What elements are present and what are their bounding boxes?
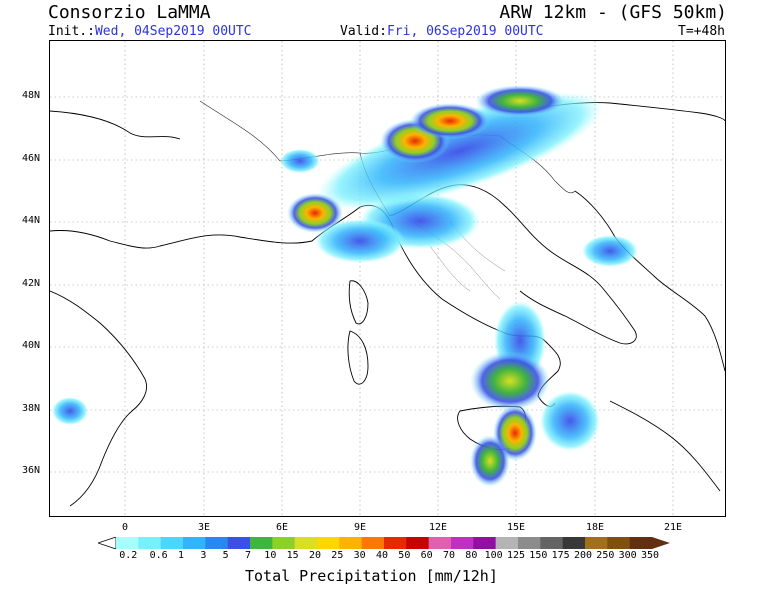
- colorbar-label: 125: [506, 550, 526, 561]
- colorbar-label: 60: [420, 550, 433, 561]
- colorbar-swatch: [607, 537, 630, 549]
- colorbar-label: 5: [222, 550, 229, 561]
- colorbar-label: 100: [484, 550, 503, 561]
- lat-label-44n: 44N: [22, 215, 41, 226]
- lon-label-15e: 15E: [506, 522, 526, 533]
- colorbar-label: 40: [375, 550, 389, 561]
- colorbar-label: 3: [200, 550, 207, 561]
- valid-value: Fri, 06Sep2019 00UTC: [386, 24, 544, 39]
- precipitation-map: [49, 40, 726, 517]
- colorbar-label: 50: [398, 550, 411, 561]
- colorbar-label: 10: [264, 550, 277, 561]
- lon-label-6e: 6E: [275, 522, 289, 533]
- precipitation-field: [52, 85, 638, 487]
- valid-label: Valid:: [340, 24, 387, 39]
- colorbar-low-arrow: [98, 537, 117, 549]
- colorbar-label: 25: [331, 550, 344, 561]
- colorbar-swatch: [205, 537, 228, 549]
- colorbar-swatch: [384, 537, 407, 549]
- lat-label-48n: 48N: [22, 90, 41, 101]
- init-value: Wed, 04Sep2019 00UTC: [94, 24, 252, 39]
- colorbar-title: Total Precipitation [mm/12h]: [245, 567, 498, 585]
- lat-label-40n: 40N: [22, 340, 41, 351]
- lon-label-0: 0: [121, 522, 129, 533]
- colorbar-swatch: [250, 537, 273, 549]
- colorbar-swatch: [585, 537, 608, 549]
- colorbar-label: 200: [573, 550, 593, 561]
- model-title: ARW 12km - (GFS 50km): [499, 2, 727, 23]
- colorbar-label: 175: [551, 550, 570, 561]
- colorbar-label: 80: [465, 550, 478, 561]
- colorbar-swatch: [294, 537, 318, 549]
- colorbar-swatch: [406, 537, 429, 549]
- lon-label-3e: 3E: [197, 522, 211, 533]
- graticule: [50, 41, 725, 516]
- colorbar-swatch: [428, 537, 452, 549]
- lon-label-21e: 21E: [663, 522, 683, 533]
- colorbar-swatch: [473, 537, 496, 549]
- lat-label-36n: 36N: [22, 465, 41, 476]
- valid-time: Valid:Fri, 06Sep2019 00UTC: [340, 24, 544, 39]
- colorbar-swatch: [562, 537, 586, 549]
- colorbar-label: 15: [286, 550, 299, 561]
- colorbar-swatch: [227, 537, 251, 549]
- colorbar-label: 150: [529, 550, 548, 561]
- colorbar-swatch: [518, 537, 541, 549]
- colorbar-swatch: [317, 537, 340, 549]
- lat-label-46n: 46N: [22, 153, 41, 164]
- colorbar-swatch: [629, 537, 653, 549]
- colorbar-label: 20: [308, 550, 322, 561]
- colorbar-swatch: [183, 537, 206, 549]
- forecast-step: T=+48h: [678, 24, 725, 39]
- colorbar-label: 1: [177, 550, 185, 561]
- init-label: Init.:: [48, 24, 95, 39]
- colorbar-label: 300: [618, 550, 637, 561]
- lon-label-9e: 9E: [353, 522, 367, 533]
- colorbar-swatch: [116, 537, 139, 549]
- lat-label-38n: 38N: [22, 403, 41, 414]
- lon-label-12e: 12E: [428, 522, 448, 533]
- colorbar-swatch: [272, 537, 295, 549]
- colorbar-swatch: [361, 537, 385, 549]
- colorbar-label: 70: [442, 550, 456, 561]
- lat-label-42n: 42N: [22, 278, 41, 289]
- provider-title: Consorzio LaMMA: [48, 2, 211, 23]
- colorbar-swatch: [160, 537, 184, 549]
- lon-label-18e: 18E: [585, 522, 605, 533]
- colorbar-swatch: [138, 537, 161, 549]
- colorbar-label: 250: [596, 550, 615, 561]
- colorbar-high-arrow: [652, 537, 670, 549]
- colorbar-label: 7: [244, 550, 252, 561]
- colorbar-label: 0.2: [119, 550, 138, 561]
- colorbar: [98, 537, 670, 549]
- colorbar-swatch: [339, 537, 362, 549]
- init-time: Init.:Wed, 04Sep2019 00UTC: [48, 24, 252, 39]
- colorbar-label: 0.6: [149, 550, 168, 561]
- colorbar-label: 30: [353, 550, 366, 561]
- colorbar-label: 350: [640, 550, 660, 561]
- colorbar-swatch: [540, 537, 563, 549]
- colorbar-swatch: [495, 537, 519, 549]
- colorbar-swatch: [451, 537, 474, 549]
